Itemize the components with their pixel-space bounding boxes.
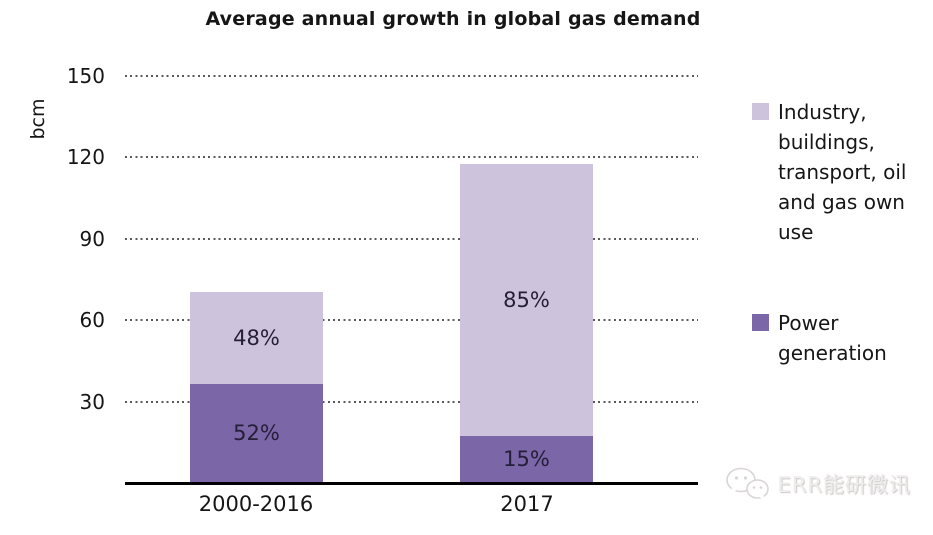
chart-title: Average annual growth in global gas dema… — [205, 8, 701, 30]
percent-label: 15% — [503, 447, 550, 472]
plot-area: 48% 52% 85% 15% — [125, 75, 698, 483]
watermark: ERR能研微讯 — [724, 466, 911, 502]
wechat-icon — [724, 466, 770, 502]
legend-label-industry: Industry, buildings, transport, oil and … — [778, 100, 907, 244]
industry-swatch-icon — [752, 103, 769, 120]
power-swatch-icon — [752, 314, 769, 331]
bar-segment-industry: 85% — [460, 164, 593, 436]
percent-label: 52% — [233, 421, 280, 446]
bar-segment-power-generation: 52% — [190, 383, 323, 483]
gridline-30 — [125, 400, 698, 403]
y-tick-60: 60 — [79, 308, 105, 333]
gridline-120 — [125, 156, 698, 159]
percent-label: 48% — [233, 325, 280, 350]
legend-label-power: Power generation — [778, 311, 887, 365]
bar-segment-power-generation: 15% — [460, 435, 593, 483]
y-tick-30: 30 — [79, 389, 105, 414]
gridline-150 — [125, 75, 698, 77]
bar-segment-industry: 48% — [190, 291, 323, 384]
bar-2000-2016: 48% 52% — [190, 291, 323, 483]
legend-item-power: Power generation — [752, 308, 927, 368]
legend-item-industry: Industry, buildings, transport, oil and … — [752, 97, 927, 247]
bar-2017: 85% 15% — [460, 164, 593, 483]
y-tick-120: 120 — [66, 145, 105, 170]
percent-label: 85% — [503, 287, 550, 312]
legend: Industry, buildings, transport, oil and … — [752, 97, 927, 368]
gridline-60 — [125, 319, 698, 322]
x-axis-line — [125, 482, 698, 485]
x-tick-2017: 2017 — [500, 492, 554, 516]
y-tick-150: 150 — [66, 64, 105, 88]
x-tick-2000-2016: 2000-2016 — [198, 492, 314, 516]
y-tick-90: 90 — [79, 226, 105, 251]
gridline-90 — [125, 237, 698, 240]
watermark-text: ERR能研微讯 — [777, 473, 911, 497]
